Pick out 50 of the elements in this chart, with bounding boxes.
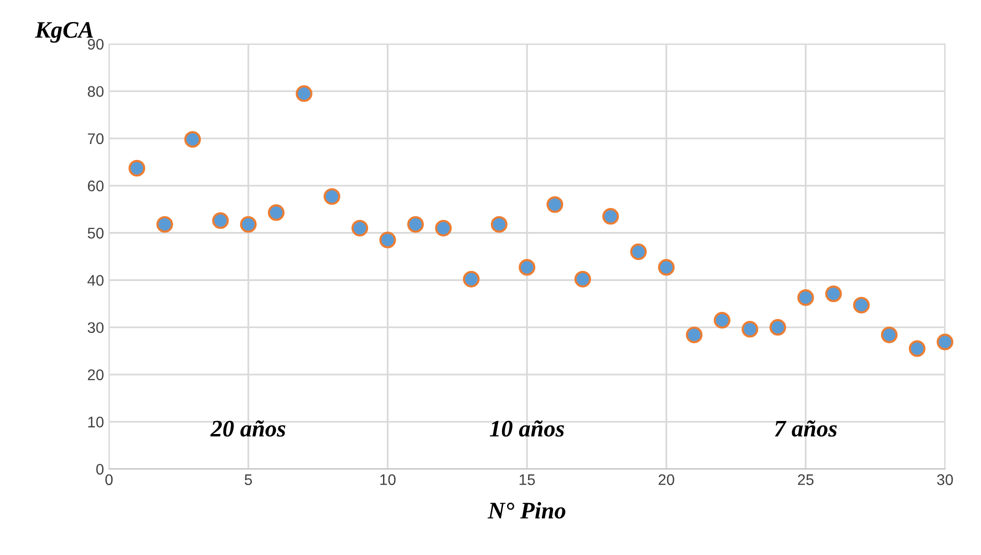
y-tick-label: 30 bbox=[88, 322, 104, 334]
x-axis-title: N° Pino bbox=[488, 502, 566, 519]
x-tick-label: 30 bbox=[937, 474, 953, 486]
point bbox=[296, 85, 312, 102]
point bbox=[518, 259, 536, 276]
x-tick-label: 5 bbox=[244, 474, 252, 486]
y-tick-label: 80 bbox=[88, 86, 104, 97]
point bbox=[546, 196, 564, 213]
point bbox=[324, 188, 340, 205]
point bbox=[407, 216, 424, 233]
point bbox=[435, 220, 452, 236]
point bbox=[351, 220, 368, 236]
annotation: 20 años bbox=[210, 420, 286, 437]
point bbox=[156, 216, 174, 233]
y-tick-label: 0 bbox=[96, 464, 104, 475]
point bbox=[490, 216, 508, 233]
point bbox=[574, 270, 592, 288]
point bbox=[936, 334, 954, 350]
annotation: 10 años bbox=[490, 420, 564, 437]
y-tick-label: 20 bbox=[88, 369, 104, 380]
point bbox=[462, 270, 480, 288]
point bbox=[630, 243, 647, 260]
y-tick-label: 10 bbox=[88, 416, 104, 428]
point bbox=[769, 319, 786, 336]
point bbox=[268, 204, 285, 221]
point bbox=[714, 312, 730, 329]
y-tick-label: 50 bbox=[88, 228, 104, 239]
point bbox=[379, 232, 396, 248]
point bbox=[880, 326, 898, 344]
point bbox=[658, 259, 675, 276]
x-tick-label: 25 bbox=[798, 474, 814, 486]
point bbox=[128, 160, 146, 177]
point bbox=[184, 131, 201, 148]
y-tick-label: 70 bbox=[88, 133, 104, 144]
point bbox=[212, 212, 229, 229]
x-tick-label: 15 bbox=[520, 474, 535, 486]
point bbox=[825, 285, 842, 302]
annotation: 7 años bbox=[774, 420, 837, 437]
x-tick-label: 0 bbox=[105, 474, 113, 486]
point bbox=[853, 296, 870, 314]
x-tick-label: 10 bbox=[380, 474, 396, 486]
point bbox=[908, 340, 926, 357]
y-tick-label: 60 bbox=[88, 180, 104, 192]
y-tick-label: 40 bbox=[88, 274, 104, 286]
point bbox=[602, 208, 619, 225]
point bbox=[742, 320, 758, 338]
point bbox=[797, 289, 814, 306]
x-tick-label: 20 bbox=[658, 474, 674, 486]
point bbox=[240, 216, 257, 233]
point bbox=[686, 326, 703, 344]
